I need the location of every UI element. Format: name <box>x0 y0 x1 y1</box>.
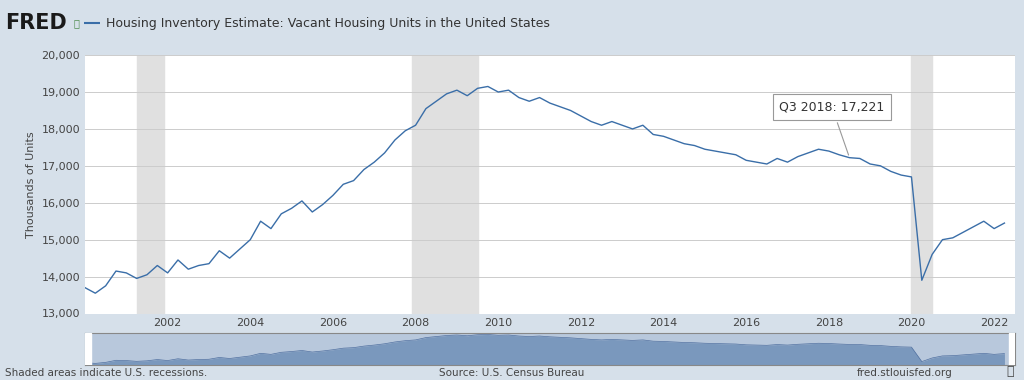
Text: FRED: FRED <box>5 13 67 33</box>
Bar <box>911 55 932 314</box>
Text: Source: U.S. Census Bureau: Source: U.S. Census Bureau <box>439 368 585 378</box>
Text: 〜: 〜 <box>74 18 80 28</box>
Text: fred.stlouisfed.org: fred.stlouisfed.org <box>856 368 952 378</box>
Bar <box>85 332 91 365</box>
Y-axis label: Thousands of Units: Thousands of Units <box>26 131 36 238</box>
Text: Housing Inventory Estimate: Vacant Housing Units in the United States: Housing Inventory Estimate: Vacant Housi… <box>102 17 550 30</box>
Bar <box>412 55 477 314</box>
Text: Shaded areas indicate U.S. recessions.: Shaded areas indicate U.S. recessions. <box>5 368 208 378</box>
Text: ⛶: ⛶ <box>1007 365 1014 378</box>
Bar <box>1009 332 1015 365</box>
Text: Q3 2018: 17,221: Q3 2018: 17,221 <box>779 100 885 155</box>
Bar <box>136 55 164 314</box>
